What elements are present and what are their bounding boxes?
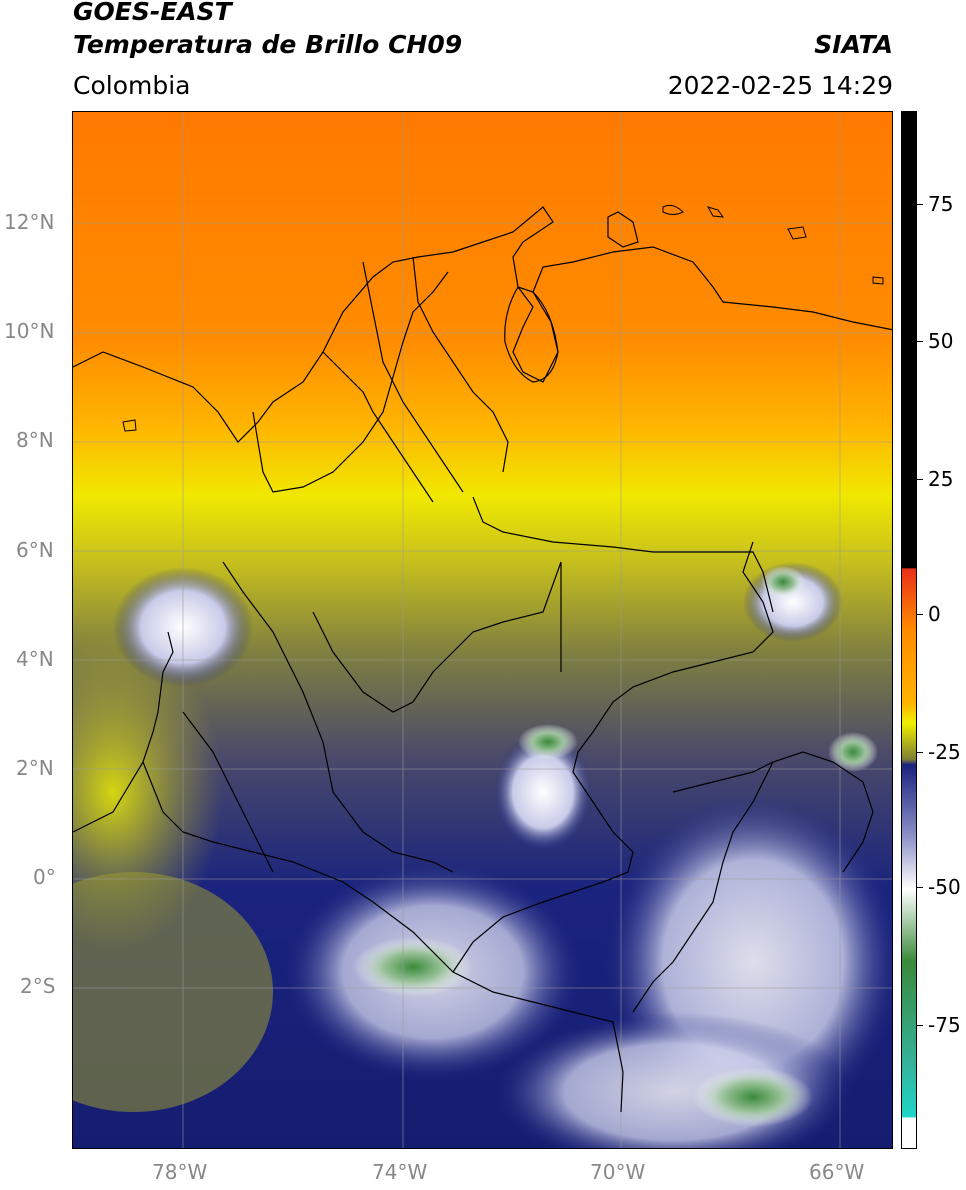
title-line1: GOES-EAST: [73, 0, 232, 26]
source-label: SIATA: [814, 30, 893, 59]
lon-label-74w: 74°W: [372, 1160, 428, 1184]
colorbar-tick-25: [917, 479, 923, 480]
lat-label-4n: 4°N: [16, 647, 54, 671]
colorbar-label-m25: -25: [928, 740, 961, 764]
region-label: Colombia: [73, 71, 191, 100]
graticule: [73, 112, 892, 1148]
yellow-band-west: [73, 632, 223, 952]
lon-label-66w: 66°W: [809, 1160, 865, 1184]
colorbar-label-m50: -50: [928, 875, 961, 899]
lat-label-12n: 12°N: [4, 210, 55, 234]
green-core-5: [761, 566, 805, 598]
colorbar-tick-50: [917, 341, 923, 342]
colorbar-label-50: 50: [928, 329, 954, 353]
lat-label-2n: 2°N: [16, 756, 54, 780]
lon-label-70w: 70°W: [590, 1160, 646, 1184]
colorbar-label-0: 0: [928, 602, 941, 626]
lat-label-8n: 8°N: [16, 428, 54, 452]
green-core-3: [518, 724, 578, 760]
brightness-temperature-map: [73, 112, 892, 1148]
lat-label-6n: 6°N: [16, 538, 54, 562]
colorbar-tick-m25: [917, 752, 923, 753]
colorbar-label-75: 75: [928, 192, 954, 216]
colorbar-tick-0: [917, 614, 923, 615]
map-frame[interactable]: [72, 111, 893, 1149]
lat-label-0: 0°: [33, 865, 56, 889]
colorbar-label-m75: -75: [928, 1013, 961, 1037]
coastlines-borders: [73, 206, 892, 1113]
colorbar-tick-75: [917, 204, 923, 205]
title-line2: Temperatura de Brillo CH09: [73, 30, 463, 59]
yellow-band-south: [73, 872, 273, 1112]
lat-label-2s: 2°S: [20, 974, 56, 998]
islands: [122, 204, 884, 432]
lon-label-78w: 78°W: [152, 1160, 208, 1184]
green-core-1: [353, 937, 473, 997]
colorbar-gradient: [902, 112, 916, 1148]
cloud-mid: [493, 732, 593, 852]
green-core-4: [828, 732, 878, 772]
green-core-2: [693, 1067, 813, 1127]
colorbar: [901, 111, 917, 1149]
colorbar-label-25: 25: [928, 467, 954, 491]
lat-label-10n: 10°N: [4, 319, 55, 343]
colorbar-tick-m50: [917, 887, 923, 888]
colorbar-tick-m75: [917, 1025, 923, 1026]
timestamp-label: 2022-02-25 14:29: [667, 71, 893, 100]
